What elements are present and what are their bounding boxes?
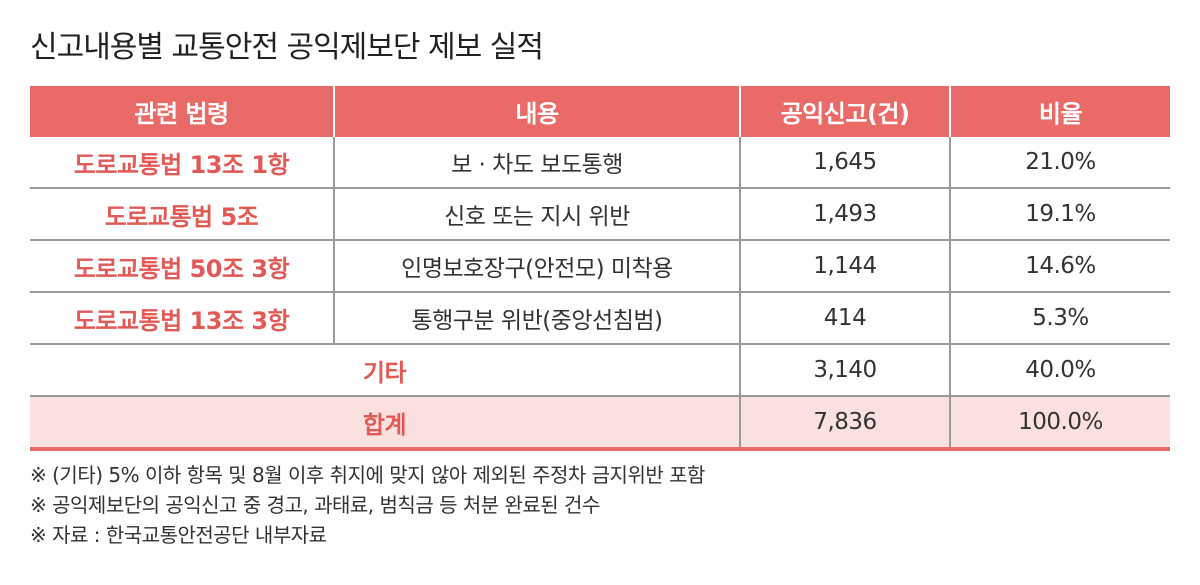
header-ratio: 비율 bbox=[949, 86, 1170, 137]
ratio-cell: 5.3% bbox=[949, 292, 1170, 345]
count-cell: 414 bbox=[739, 292, 950, 345]
total-label: 합계 bbox=[30, 396, 740, 451]
content-cell: 신호 또는 지시 위반 bbox=[333, 188, 740, 241]
page-title: 신고내용별 교통안전 공익제보단 제보 실적 bbox=[30, 30, 544, 65]
count-cell: 1,493 bbox=[739, 188, 950, 241]
other-count: 3,140 bbox=[739, 344, 950, 397]
table-row: 도로교통법 13조 1항 보 · 차도 보도통행 1,645 21.0% bbox=[30, 137, 1170, 189]
footnote-source: ※ 자료 : 한국교통안전공단 내부자료 bbox=[30, 523, 327, 547]
table-row: 도로교통법 5조 신호 또는 지시 위반 1,493 19.1% bbox=[30, 188, 1170, 241]
footnote: ※ 공익제보단의 공익신고 중 경고, 과태료, 범칙금 등 처분 완료된 건수 bbox=[30, 493, 600, 517]
table-row: 도로교통법 13조 3항 통행구분 위반(중앙선침범) 414 5.3% bbox=[30, 292, 1170, 345]
content-cell: 통행구분 위반(중앙선침범) bbox=[333, 292, 740, 345]
law-cell: 도로교통법 5조 bbox=[30, 188, 334, 241]
other-ratio: 40.0% bbox=[949, 344, 1170, 397]
law-cell: 도로교통법 13조 3항 bbox=[30, 292, 334, 345]
total-count: 7,836 bbox=[739, 396, 950, 451]
total-ratio: 100.0% bbox=[949, 396, 1170, 451]
report-table: 관련 법령 내용 공익신고(건) 비율 도로교통법 13조 1항 보 · 차도 … bbox=[30, 86, 1170, 451]
header-count: 공익신고(건) bbox=[739, 86, 950, 137]
footnote: ※ (기타) 5% 이하 항목 및 8월 이후 취지에 맞지 않아 제외된 주정… bbox=[30, 463, 705, 487]
count-cell: 1,645 bbox=[739, 137, 950, 189]
count-cell: 1,144 bbox=[739, 240, 950, 293]
header-content: 내용 bbox=[333, 86, 740, 137]
law-cell: 도로교통법 13조 1항 bbox=[30, 137, 334, 189]
content-cell: 인명보호장구(안전모) 미착용 bbox=[333, 240, 740, 293]
table-row: 도로교통법 50조 3항 인명보호장구(안전모) 미착용 1,144 14.6% bbox=[30, 240, 1170, 293]
footnotes: ※ (기타) 5% 이하 항목 및 8월 이후 취지에 맞지 않아 제외된 주정… bbox=[30, 460, 705, 550]
law-cell: 도로교통법 50조 3항 bbox=[30, 240, 334, 293]
ratio-cell: 19.1% bbox=[949, 188, 1170, 241]
other-row: 기타 3,140 40.0% bbox=[30, 344, 1170, 397]
other-label: 기타 bbox=[30, 344, 740, 397]
content-cell: 보 · 차도 보도통행 bbox=[333, 137, 740, 189]
ratio-cell: 21.0% bbox=[949, 137, 1170, 189]
header-law: 관련 법령 bbox=[30, 86, 334, 137]
total-row: 합계 7,836 100.0% bbox=[30, 396, 1170, 451]
ratio-cell: 14.6% bbox=[949, 240, 1170, 293]
table-header-row: 관련 법령 내용 공익신고(건) 비율 bbox=[30, 86, 1170, 137]
